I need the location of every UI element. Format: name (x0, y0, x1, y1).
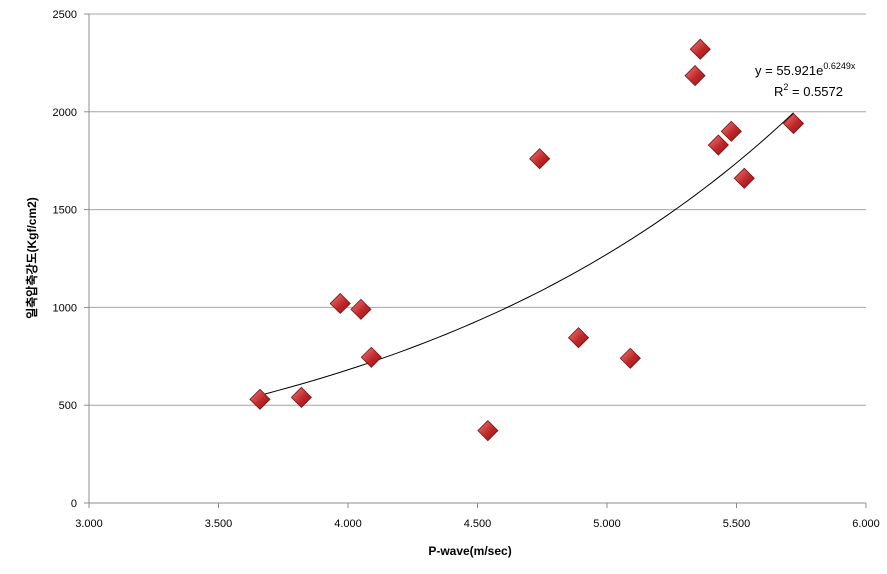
data-point (689, 38, 711, 60)
x-tick-label: 3.500 (205, 518, 233, 530)
y-tick-label: 2000 (53, 107, 77, 119)
y-tick-label: 1000 (53, 302, 77, 314)
y-axis-title: 일축압축강도(Kgf/cm2) (24, 197, 39, 319)
data-point (249, 388, 271, 410)
data-point (290, 386, 312, 408)
x-tick-label: 4.000 (334, 518, 362, 530)
data-point (619, 347, 641, 369)
x-tick-label: 5.500 (723, 518, 751, 530)
tick-labels: 0 500 1000 1500 2000 2500 3.000 3.500 4.000 4.500… (53, 9, 880, 530)
x-tick-label: 5.000 (593, 518, 621, 530)
y-tick-label: 1500 (53, 205, 77, 217)
data-point (707, 134, 729, 156)
y-tick-label: 2500 (53, 9, 77, 21)
data-point (782, 112, 805, 135)
data-point (684, 65, 706, 87)
x-tick-label: 6.000 (852, 518, 880, 530)
equation-exponent: 0.6249x (823, 61, 856, 71)
gridlines (89, 13, 866, 406)
data-point (360, 346, 382, 368)
data-point (567, 327, 590, 349)
x-axis-title: P-wave(m/sec) (428, 544, 511, 558)
data-point (350, 298, 372, 320)
data-point (477, 420, 499, 442)
y-tick-label: 500 (59, 400, 77, 412)
x-tick-label: 3.000 (75, 518, 103, 530)
trendline (259, 112, 794, 396)
data-point (733, 167, 755, 189)
y-tick-label: 0 (71, 498, 77, 510)
x-tick-label: 4.500 (464, 518, 492, 530)
data-point (529, 148, 551, 170)
equation-base: y = 55.921e (755, 63, 823, 78)
r-squared-superscript: 2 (783, 82, 788, 92)
data-point (720, 120, 742, 142)
data-point (329, 292, 351, 315)
trendline-layer (259, 112, 794, 396)
r-squared-label: R2 = 0.5572 (774, 82, 843, 99)
trendline-equation: y = 55.921e0.6249x (755, 61, 856, 78)
axes (84, 13, 867, 508)
data-points (249, 38, 805, 442)
